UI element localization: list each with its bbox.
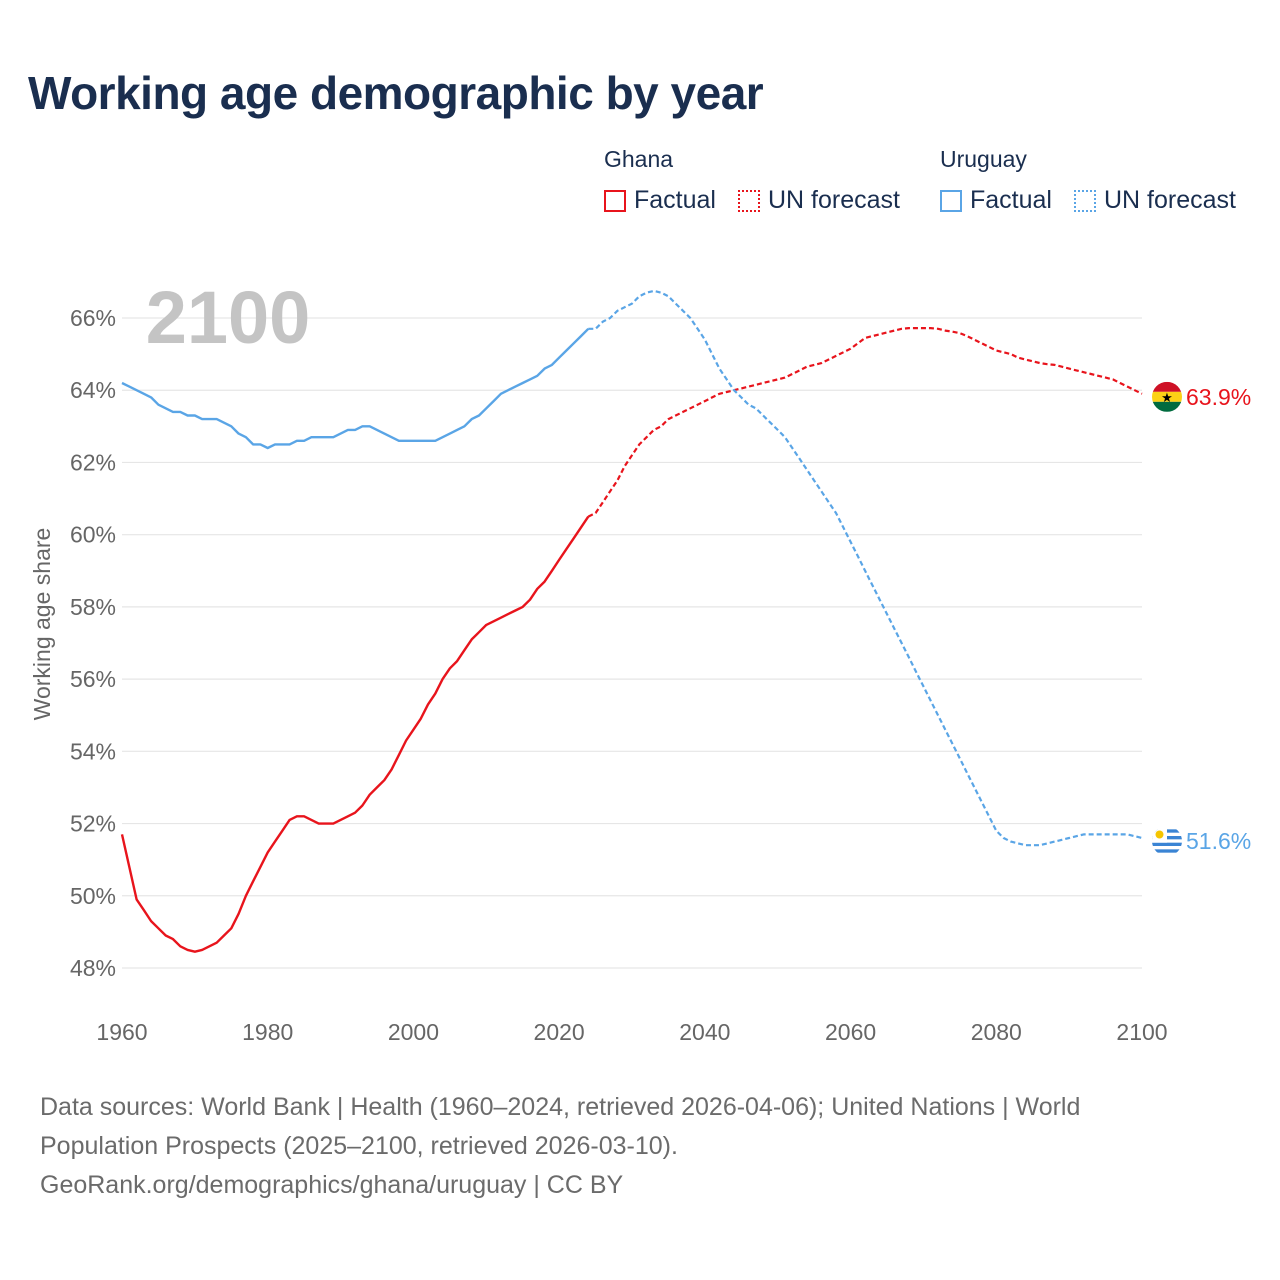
y-tick-label: 66% [70, 305, 116, 331]
svg-text:★: ★ [1161, 390, 1173, 405]
y-tick-label: 48% [70, 955, 116, 981]
x-tick-label: 1980 [242, 1019, 293, 1045]
y-tick-label: 62% [70, 449, 116, 475]
legend-swatch-dotted-icon [738, 189, 760, 212]
uruguay-flag-icon [1152, 826, 1182, 856]
x-tick-label: 2040 [679, 1019, 730, 1045]
legend-group-uruguay: Uruguay [940, 146, 1027, 172]
series-lines [120, 289, 1143, 953]
footer-line: Population Prospects (2025–2100, retriev… [40, 1132, 678, 1160]
y-tick-label: 58% [70, 594, 116, 620]
year-watermark: 2100 [146, 276, 311, 359]
legend-swatch-solid-icon [940, 189, 962, 212]
y-tick-label: 54% [70, 738, 116, 764]
legend-group-ghana: Ghana [604, 146, 674, 172]
x-tick-label: 2080 [971, 1019, 1022, 1045]
series-uruguay-forecast[interactable] [588, 289, 1143, 847]
y-tick-label: 50% [70, 883, 116, 909]
legend-label: UN forecast [768, 186, 900, 214]
legend-swatch-dotted-icon [1074, 189, 1096, 212]
y-tick-label: 64% [70, 377, 116, 403]
footer-line[interactable]: GeoRank.org/demographics/ghana/uruguay |… [40, 1171, 624, 1199]
end-markers: ★ 63.9% 51.6% [1152, 381, 1251, 856]
footer-line: Data sources: World Bank | Health (1960–… [40, 1093, 1081, 1121]
legend-label: UN forecast [1104, 186, 1236, 214]
legend-uruguay-forecast[interactable]: UN forecast [1074, 186, 1236, 215]
x-axis-ticks: 1960 1980 2000 2020 2040 2060 2080 2100 [96, 1019, 1167, 1045]
y-tick-label: 52% [70, 811, 116, 837]
legend-label: Factual [634, 186, 716, 214]
series-uruguay-factual[interactable] [121, 327, 590, 450]
end-value-label: 63.9% [1186, 384, 1251, 410]
legend-swatch-solid-icon [604, 189, 626, 212]
legend-ghana-factual[interactable]: Factual [604, 186, 716, 215]
series-ghana-forecast[interactable] [587, 327, 1143, 518]
chart-title: Working age demographic by year [28, 67, 764, 119]
x-tick-label: 1960 [96, 1019, 147, 1045]
y-axis-label: Working age share [29, 528, 55, 721]
ghana-flag-icon: ★ [1152, 381, 1182, 412]
x-tick-label: 2060 [825, 1019, 876, 1045]
y-tick-label: 60% [70, 522, 116, 548]
series-ghana-factual[interactable] [120, 515, 590, 953]
y-axis-ticks: 48% 50% 52% 54% 56% 58% 60% 62% 64% 66% [70, 305, 116, 981]
gridlines [122, 317, 1142, 969]
legend-label: Factual [970, 186, 1052, 214]
legend-uruguay-factual[interactable]: Factual [940, 186, 1052, 215]
x-tick-label: 2100 [1116, 1019, 1167, 1045]
footer-sources: Data sources: World Bank | Health (1960–… [40, 1088, 1220, 1205]
legend-ghana-forecast[interactable]: UN forecast [738, 186, 900, 215]
line-chart: 2100 48% 50% 52% 54% 56% 58% 60% 62% 64% 66% 1960… [29, 276, 1251, 1045]
x-tick-label: 2020 [534, 1019, 585, 1045]
x-tick-label: 2000 [388, 1019, 439, 1045]
end-value-label: 51.6% [1186, 828, 1251, 854]
y-tick-label: 56% [70, 666, 116, 692]
